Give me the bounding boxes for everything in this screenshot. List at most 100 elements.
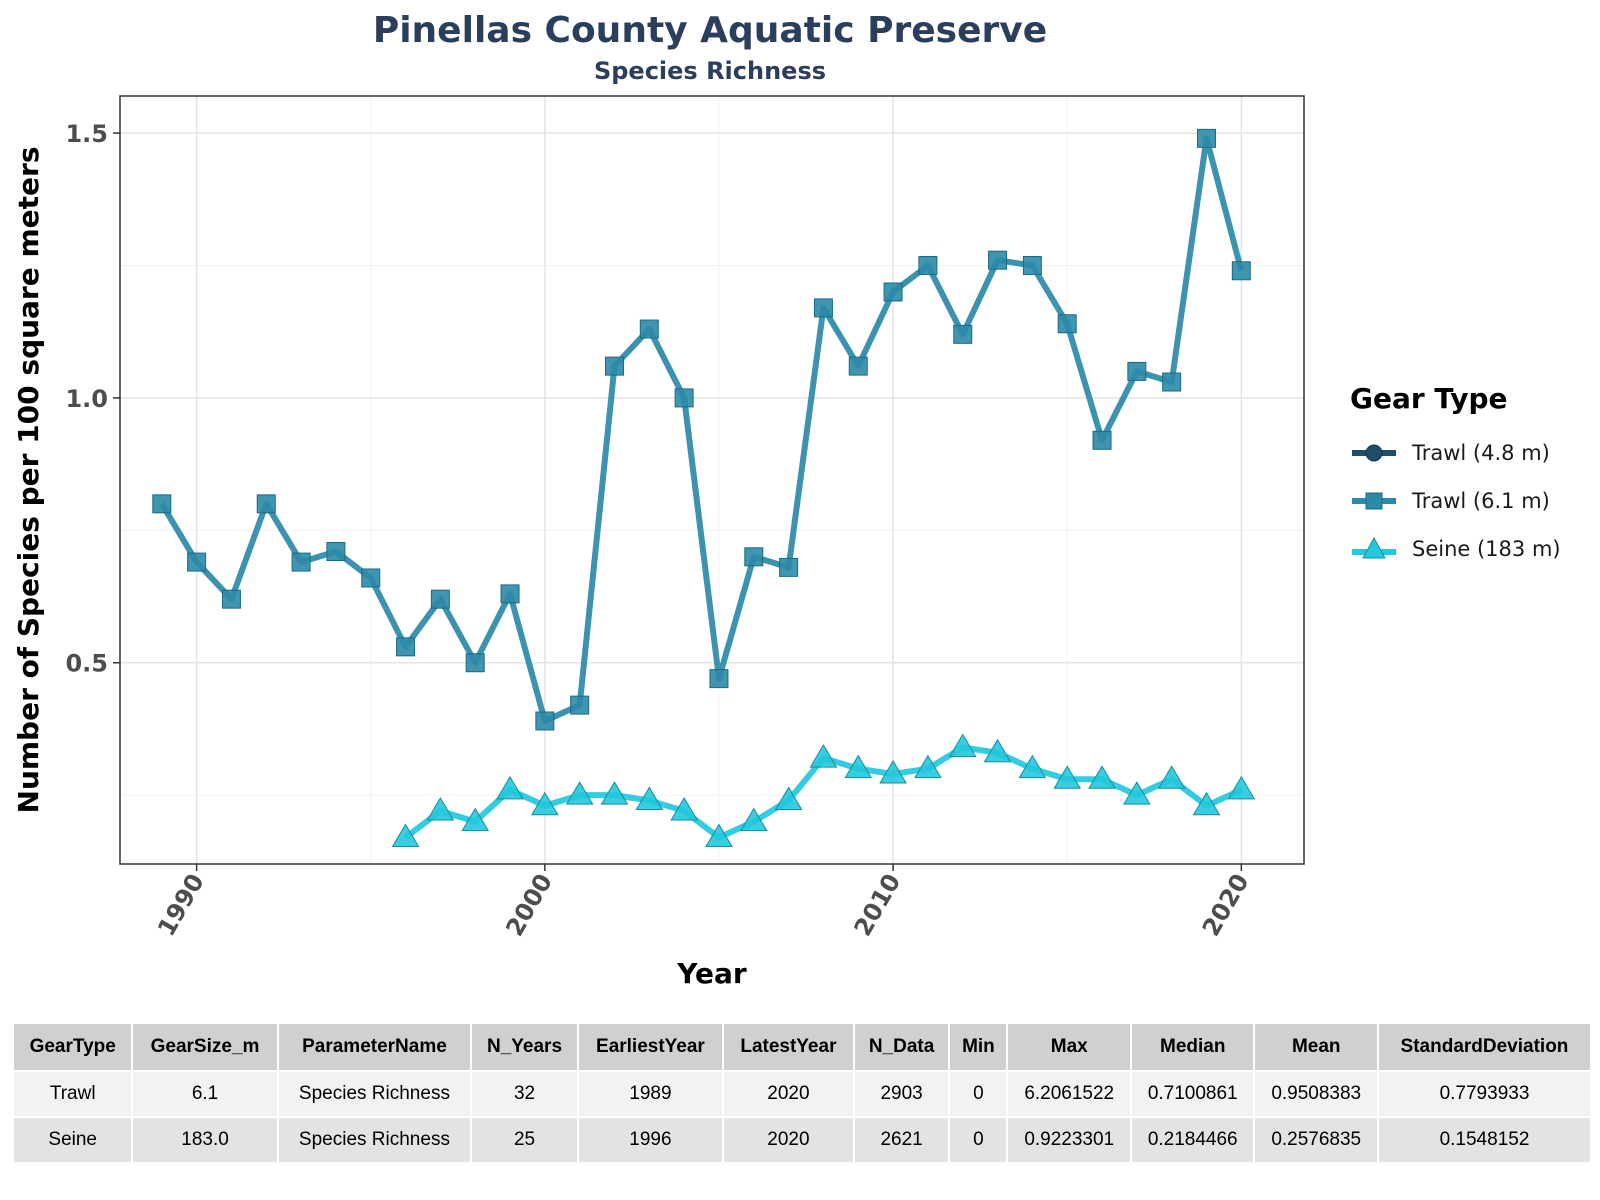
table-cell: 0.2184466 — [1129, 1116, 1256, 1164]
data-point — [779, 557, 799, 577]
legend-label: Seine (183 m) — [1412, 537, 1561, 561]
data-point — [983, 738, 1012, 763]
column-header: N_Data — [852, 1022, 951, 1072]
legend-item-trawl-6-1: Trawl (6.1 m) — [1350, 477, 1590, 525]
data-point — [1196, 128, 1216, 148]
y-tick-label: 1.5 — [65, 120, 108, 148]
legend-title: Gear Type — [1350, 382, 1508, 415]
series — [152, 128, 1251, 731]
series — [391, 733, 1256, 848]
table-cell: Species Richness — [276, 1070, 473, 1118]
x-tick-label: 2020 — [1197, 869, 1255, 941]
series-line — [159, 135, 1245, 724]
data-point — [361, 568, 381, 588]
y-axis-title: Number of Species per 100 square meters — [12, 147, 45, 814]
data-point — [1122, 781, 1151, 805]
table-cell: Species Richness — [276, 1116, 473, 1164]
data-point — [1088, 765, 1116, 789]
data-point — [744, 547, 764, 567]
circle-marker-icon — [1352, 444, 1396, 462]
data-point — [396, 637, 416, 657]
column-header: GearSize_m — [131, 1022, 279, 1072]
table-cell: 25 — [470, 1116, 579, 1164]
data-point — [1022, 255, 1042, 275]
gridlines — [120, 96, 1304, 864]
table-cell: 32 — [470, 1070, 579, 1118]
table-row: Trawl 6.1 Species Richness 32 1989 2020 … — [11, 1070, 1593, 1118]
data-point — [291, 552, 311, 572]
data-point — [635, 786, 664, 810]
data-point — [709, 669, 729, 689]
data-point — [848, 356, 868, 376]
legend-item-trawl-4-8: Trawl (4.8 m) — [1350, 429, 1590, 477]
table-cell: 0.9223301 — [1006, 1116, 1132, 1164]
data-point — [813, 298, 833, 318]
data-point — [705, 823, 733, 848]
column-header: LatestYear — [722, 1022, 855, 1072]
data-point — [221, 589, 241, 609]
data-point — [465, 653, 485, 673]
data-point — [914, 754, 942, 779]
data-point — [1157, 765, 1186, 789]
data-point — [948, 733, 977, 757]
data-point — [1162, 372, 1182, 392]
data-point — [1053, 765, 1082, 789]
series-layer — [152, 128, 1256, 848]
data-point — [639, 319, 659, 339]
data-point — [1127, 361, 1147, 381]
data-point — [1092, 430, 1112, 450]
data-point — [496, 775, 524, 800]
data-point — [1192, 791, 1221, 816]
table-cell: Seine — [11, 1116, 134, 1164]
x-axis-title: Year — [676, 957, 747, 990]
legend-label: Trawl (6.1 m) — [1412, 489, 1550, 513]
data-point — [535, 711, 555, 731]
data-point — [953, 324, 973, 344]
data-point — [256, 494, 276, 514]
table-cell: 6.2061522 — [1006, 1070, 1132, 1118]
legend-item-seine-183: Seine (183 m) — [1350, 525, 1590, 573]
table-cell: 0.9508383 — [1253, 1070, 1379, 1118]
data-point — [565, 781, 594, 805]
data-point — [1231, 261, 1251, 281]
column-header: ParameterName — [276, 1022, 473, 1072]
column-header: Mean — [1253, 1022, 1379, 1072]
table-cell: 0 — [948, 1070, 1009, 1118]
column-header: EarliestYear — [576, 1022, 725, 1072]
column-header: N_Years — [470, 1022, 579, 1072]
table-cell: 2020 — [722, 1070, 855, 1118]
data-point — [674, 388, 694, 408]
column-header: GearType — [11, 1022, 134, 1072]
data-point — [152, 494, 172, 514]
data-point — [1018, 754, 1047, 779]
data-point — [530, 791, 559, 816]
square-marker-icon — [1352, 492, 1396, 510]
data-point — [391, 823, 420, 848]
data-point — [844, 754, 873, 779]
data-point — [326, 542, 346, 562]
column-header: StandardDeviation — [1376, 1022, 1593, 1072]
triangle-marker-icon — [1352, 536, 1396, 559]
table-cell: 1996 — [576, 1116, 725, 1164]
table-row: Seine 183.0 Species Richness 25 1996 202… — [11, 1116, 1593, 1164]
column-header: Min — [948, 1022, 1009, 1072]
table-cell: 0.1548152 — [1376, 1116, 1593, 1164]
data-point — [883, 282, 903, 302]
chart-title: Pinellas County Aquatic Preserve — [372, 10, 1048, 51]
data-point — [774, 786, 803, 810]
data-point — [604, 356, 624, 376]
table-cell: 0 — [948, 1116, 1009, 1164]
table-cell: 183.0 — [131, 1116, 279, 1164]
data-point — [1227, 775, 1256, 800]
y-tick-label: 0.5 — [65, 650, 108, 678]
data-point — [670, 797, 699, 821]
data-point — [461, 807, 490, 832]
x-tick-label: 2000 — [500, 869, 558, 941]
table-cell: 1989 — [576, 1070, 725, 1118]
table-cell: Trawl — [11, 1070, 134, 1118]
column-header: Median — [1129, 1022, 1256, 1072]
table-header-row: GearType GearSize_m ParameterName N_Year… — [11, 1022, 1593, 1072]
legend: Gear Type Trawl (4.8 m) Trawl (6.1 m) Se… — [1350, 382, 1590, 573]
data-point — [187, 552, 207, 572]
data-point — [426, 797, 455, 821]
